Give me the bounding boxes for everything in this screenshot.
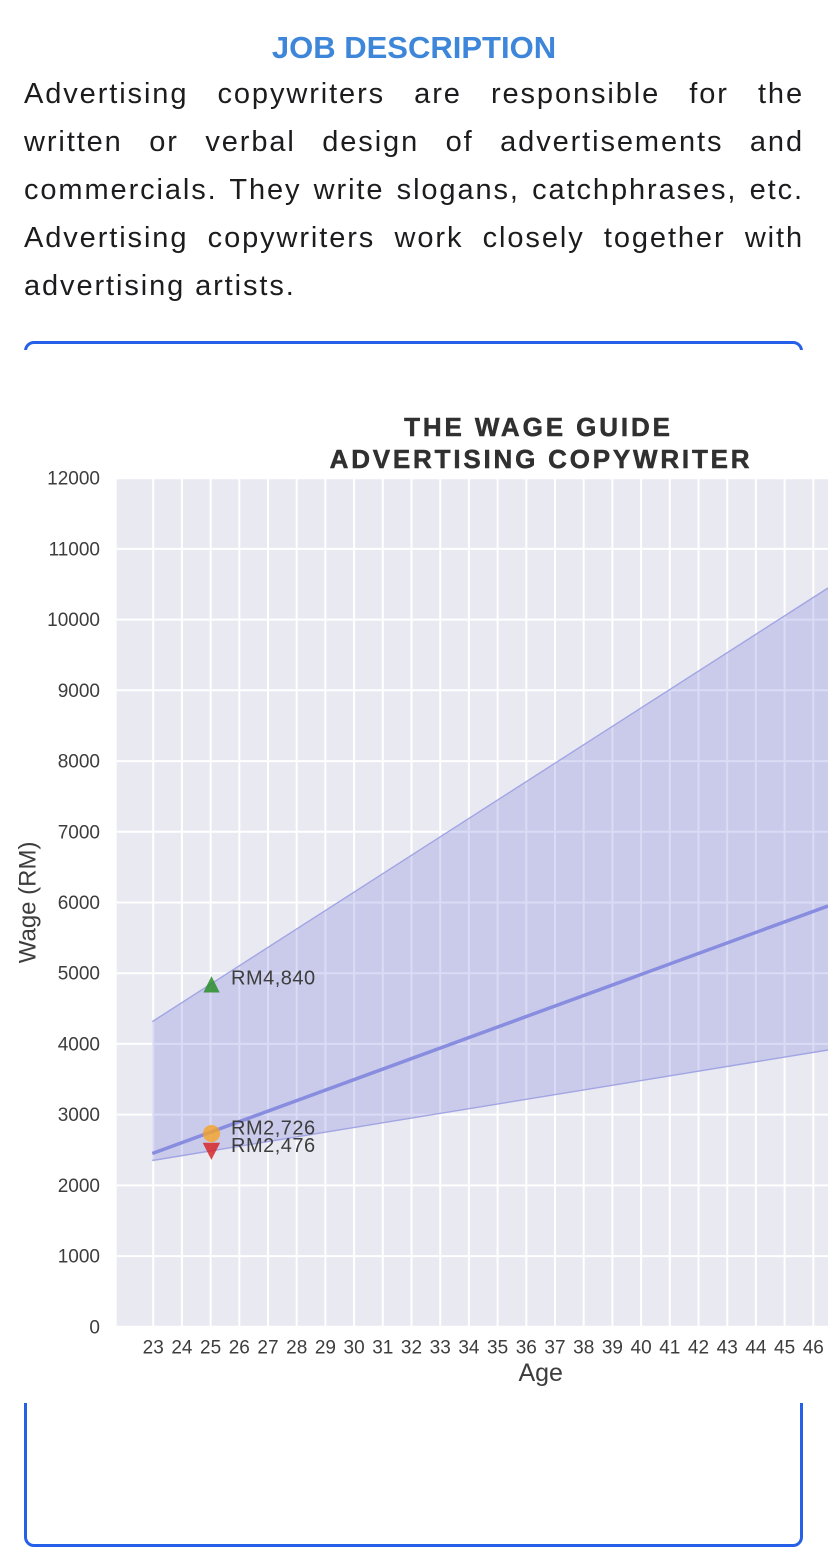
svg-text:ADVERTISING COPYWRITER: ADVERTISING COPYWRITER — [330, 444, 753, 474]
svg-text:2000: 2000 — [58, 1176, 100, 1197]
svg-text:36: 36 — [516, 1338, 537, 1359]
svg-text:45: 45 — [774, 1338, 795, 1359]
svg-text:Wage (RM): Wage (RM) — [15, 842, 42, 964]
svg-text:RM4,840: RM4,840 — [231, 968, 316, 990]
svg-text:39: 39 — [602, 1338, 623, 1359]
svg-text:44: 44 — [745, 1338, 767, 1359]
svg-text:41: 41 — [659, 1338, 680, 1359]
svg-text:31: 31 — [372, 1338, 393, 1359]
svg-text:0: 0 — [89, 1317, 100, 1338]
svg-text:RM2,726: RM2,726 — [231, 1117, 316, 1139]
svg-text:THE WAGE GUIDE: THE WAGE GUIDE — [404, 412, 673, 442]
svg-text:23: 23 — [143, 1338, 164, 1359]
svg-text:1000: 1000 — [58, 1247, 100, 1268]
svg-text:32: 32 — [401, 1338, 422, 1359]
svg-text:42: 42 — [688, 1338, 709, 1359]
svg-text:3000: 3000 — [58, 1105, 100, 1126]
svg-text:37: 37 — [544, 1338, 565, 1359]
svg-text:33: 33 — [430, 1338, 451, 1359]
svg-text:38: 38 — [573, 1338, 594, 1359]
svg-text:9000: 9000 — [58, 681, 100, 702]
svg-text:4000: 4000 — [58, 1034, 100, 1055]
svg-text:8000: 8000 — [58, 752, 100, 773]
svg-text:29: 29 — [315, 1338, 336, 1359]
svg-text:35: 35 — [487, 1338, 508, 1359]
svg-text:26: 26 — [229, 1338, 250, 1359]
svg-text:46: 46 — [803, 1338, 824, 1359]
svg-text:34: 34 — [458, 1338, 480, 1359]
svg-text:RM2,476: RM2,476 — [231, 1135, 316, 1157]
svg-text:40: 40 — [631, 1338, 652, 1359]
svg-text:28: 28 — [286, 1338, 307, 1359]
svg-text:12000: 12000 — [47, 469, 100, 490]
svg-text:7000: 7000 — [58, 822, 100, 843]
svg-text:25: 25 — [200, 1338, 221, 1359]
svg-text:Age: Age — [518, 1359, 562, 1387]
svg-text:11000: 11000 — [49, 539, 100, 560]
svg-text:43: 43 — [717, 1338, 738, 1359]
svg-text:30: 30 — [344, 1338, 365, 1359]
svg-text:24: 24 — [171, 1338, 193, 1359]
svg-text:5000: 5000 — [58, 964, 100, 985]
svg-text:10000: 10000 — [47, 610, 100, 631]
svg-text:27: 27 — [257, 1338, 278, 1359]
svg-text:6000: 6000 — [58, 893, 100, 914]
